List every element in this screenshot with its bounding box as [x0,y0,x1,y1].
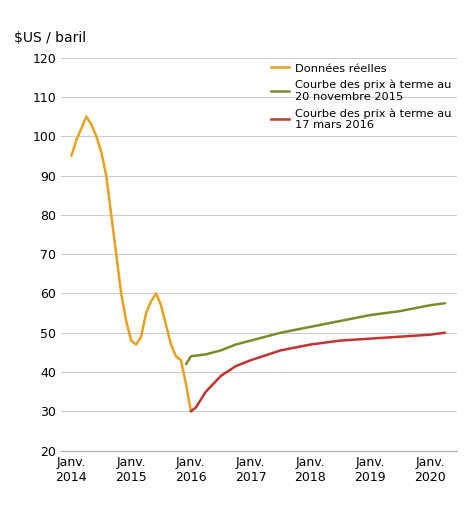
Legend: Données réelles, Courbe des prix à terme au
20 novembre 2015, Courbe des prix à : Données réelles, Courbe des prix à terme… [271,63,451,130]
Text: $US / baril: $US / baril [14,30,86,45]
